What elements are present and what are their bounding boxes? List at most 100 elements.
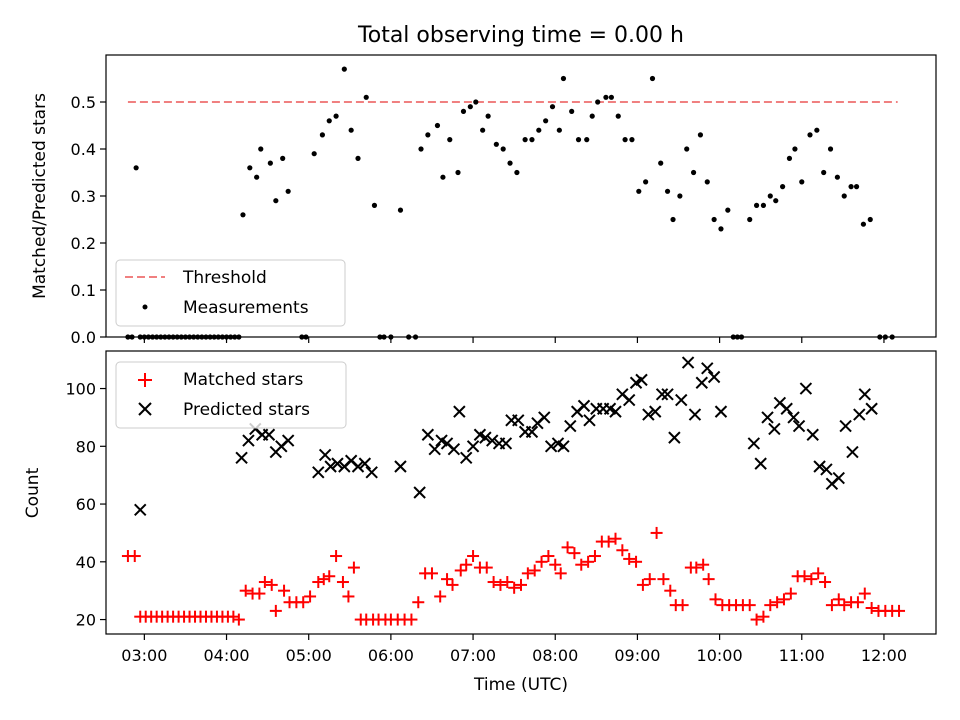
predicted-marker-stroke — [747, 437, 761, 450]
predicted-star-point — [525, 425, 539, 439]
measurement-point — [658, 160, 664, 166]
predicted-marker-stroke — [577, 399, 591, 413]
matched-star-point — [893, 604, 906, 617]
measurement-point — [684, 146, 690, 152]
measurement-point — [584, 137, 590, 143]
predicted-marker-stroke — [616, 388, 629, 401]
top-y-tick-label: 0.5 — [71, 93, 96, 112]
measurement-point — [615, 113, 621, 119]
measurement-point — [677, 193, 683, 199]
measurement-point — [467, 104, 473, 110]
measurement-point — [191, 334, 197, 340]
measurement-point — [285, 188, 291, 194]
predicted-marker-stroke — [525, 425, 539, 439]
predicted-marker-stroke — [780, 402, 793, 415]
measurement-point — [697, 132, 704, 138]
bottom-x-tick-label: 05:00 — [286, 646, 332, 665]
predicted-marker-stroke — [773, 396, 787, 410]
measurement-point — [493, 141, 499, 147]
predicted-marker-stroke — [440, 437, 454, 450]
matched-star-point — [825, 599, 838, 612]
predicted-marker-stroke — [787, 411, 800, 424]
matched-star-point — [347, 561, 360, 574]
predicted-star-point — [858, 388, 871, 401]
predicted-marker-stroke — [435, 434, 448, 447]
legend-measurements-label: Measurements — [183, 298, 309, 318]
predicted-star-point — [447, 442, 461, 456]
measurement-point — [536, 127, 542, 133]
bottom-x-tick-label: 04:00 — [203, 646, 249, 665]
predicted-marker-stroke — [466, 440, 480, 453]
predicted-star-point — [134, 503, 147, 517]
predicted-marker-stroke — [551, 437, 565, 450]
predicted-marker-stroke — [358, 457, 372, 470]
measurement-point — [333, 113, 339, 119]
predicted-marker-stroke — [609, 405, 622, 418]
matched-star-point — [480, 561, 493, 574]
predicted-star-point — [701, 362, 714, 375]
measurement-points — [125, 66, 895, 340]
measurement-point — [622, 137, 628, 143]
predicted-star-point — [460, 451, 473, 465]
measurement-point — [195, 334, 201, 340]
measurement-point — [734, 334, 741, 340]
measurement-point — [730, 334, 736, 340]
measurement-point — [867, 216, 873, 223]
predicted-star-point — [780, 402, 793, 415]
measurement-point — [853, 184, 860, 190]
predicted-marker-stroke — [649, 405, 662, 418]
top-y-tick-label: 0.1 — [71, 281, 96, 300]
predicted-star-point — [262, 428, 276, 441]
measurement-point — [747, 216, 753, 223]
predicted-marker-stroke — [622, 393, 636, 407]
predicted-star-point — [413, 486, 426, 499]
predicted-star-point — [428, 442, 441, 456]
measurement-point — [814, 127, 820, 133]
predicted-marker-stroke — [281, 434, 295, 447]
predicted-marker-stroke — [538, 411, 551, 424]
measurement-point — [236, 334, 242, 340]
measurement-point — [425, 132, 431, 138]
measurement-point — [807, 132, 813, 138]
measurement-point — [170, 334, 176, 340]
predicted-star-point — [466, 440, 480, 453]
bottom-x-tick-label: 09:00 — [614, 646, 660, 665]
measurement-point — [219, 334, 226, 340]
matched-star-point — [757, 610, 770, 623]
bottom-x-tick-label: 03:00 — [121, 646, 167, 665]
predicted-star-point — [865, 402, 878, 415]
predicted-star-point — [787, 411, 800, 424]
predicted-marker-stroke — [714, 405, 728, 418]
measurement-point — [780, 184, 786, 190]
predicted-marker-stroke — [460, 451, 473, 465]
matched-star-point — [336, 576, 349, 589]
measurement-point — [827, 146, 834, 152]
measurement-point — [649, 75, 656, 82]
predicted-marker-stroke — [479, 431, 492, 444]
predicted-marker-stroke — [394, 460, 407, 473]
matched-star-point — [832, 593, 845, 606]
matched-star-point — [690, 561, 703, 574]
measurement-point — [690, 169, 697, 176]
measurement-point — [841, 193, 847, 199]
measurement-point — [882, 334, 888, 340]
measurement-point — [569, 108, 575, 114]
measurement-point — [418, 146, 424, 152]
matched-star-point — [342, 590, 355, 603]
predicted-star-point — [747, 437, 761, 450]
bottom-y-ticks: 20 40 60 80 100 — [65, 380, 106, 630]
measurement-point — [543, 118, 549, 124]
predicted-star-point — [577, 399, 591, 413]
measurement-point — [145, 334, 152, 340]
measurement-point — [232, 334, 238, 340]
bottom-y-tick-label: 100 — [65, 380, 96, 399]
predicted-star-point — [846, 445, 859, 459]
legend-threshold-label: Threshold — [182, 268, 267, 288]
measurement-point — [529, 137, 535, 143]
measurement-point — [174, 334, 180, 340]
matched-star-point — [239, 584, 252, 597]
predicted-marker-stroke — [813, 460, 826, 473]
matched-star-point — [128, 550, 141, 563]
measurement-point — [440, 174, 446, 180]
